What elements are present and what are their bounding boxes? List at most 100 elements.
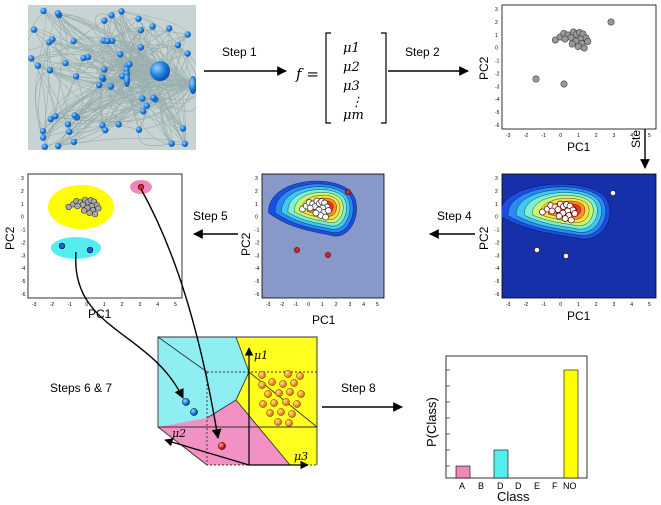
x-tick-label: 3 [613,302,616,308]
y-tick-label: 3 [495,7,498,13]
kde-point [325,207,332,214]
y-tick-label: 2 [495,20,498,26]
cube-point-orange [296,372,304,380]
kde-point [312,209,320,217]
x-tick-label: 5 [174,302,177,308]
y-tick-label: -2 [495,71,500,77]
kde-outlier [294,247,300,253]
svg-text:Steps 6 & 7: Steps 6 & 7 [50,381,112,395]
cluster-point [86,209,93,216]
kde-point [555,212,563,220]
kde-outlier [534,247,540,253]
network-node [70,37,77,45]
y-tick-label: -2 [21,240,26,246]
y-tick-label: -5 [495,110,500,116]
kde-point [571,210,579,217]
y-tick-label: -2 [255,240,260,246]
step-5: Step 5 [193,209,238,239]
kde-outlier [610,190,616,196]
pca-ylabel: PC2 [3,226,17,250]
x-tick-label: 2 [595,302,598,308]
cube-point-orange [258,371,266,379]
cube-point-orange [258,381,266,389]
x-tick-label: -3 [32,302,37,308]
network-node [39,127,47,135]
y-tick-label: -4 [21,266,26,272]
x-tick-label: 2 [335,302,338,308]
network-node [54,10,62,17]
vector-entry-dots: ⋮ [350,95,363,110]
step-8: Step 8 [322,381,403,412]
cube-axis-3: μ3 [294,450,308,463]
cube-axis-1: μ1 [254,349,268,362]
network-node [30,26,38,33]
network-hub [189,76,196,94]
y-tick-label: 3 [495,176,498,182]
network-node [108,12,115,19]
x-tick-label: 3 [613,133,616,139]
network-node [184,31,191,38]
cluster-point-cyan [86,246,94,254]
network-node [137,26,145,34]
class-ylabel: P(Class) [424,397,439,447]
y-tick-label: -3 [495,84,500,90]
kde-outlier [563,253,569,259]
vector-entry-m: μm [343,108,364,123]
pca-outlier [607,18,615,26]
x-tick-label: 4 [362,302,365,308]
pca-outlier [560,80,568,88]
network-hub [150,61,170,81]
y-tick-label: -6 [21,292,26,298]
kde-point [548,207,556,215]
y-tick-label: -4 [495,97,500,103]
y-tick-label: -5 [255,279,260,285]
network-node [168,140,175,147]
y-tick-label: -6 [495,292,500,298]
class-tick-E: E [534,481,540,491]
y-tick-label: 0 [255,215,258,221]
cube-point-orange [274,418,282,426]
network-image [28,5,196,150]
x-tick-label: -1 [542,133,547,139]
svg-text:Step 1: Step 1 [222,45,257,59]
kde-plot-dark: -3 -2 -1 0 1 2 3 4 5 3 2 1 0 -1 -2 -3 -4 -5 -6 PC1 PC2 [477,173,657,323]
x-tick-label: -3 [506,133,511,139]
network-node [139,108,147,115]
network-node [109,37,116,45]
pca-ylabel: PC2 [477,226,491,250]
network-node [115,121,122,128]
network-node [107,83,115,90]
pca-xlabel: PC1 [88,307,112,321]
network-node [99,74,106,81]
network-node [49,36,56,43]
cluster-cyan [51,237,101,259]
network-node [174,41,182,49]
cube-axis-2: μ2 [172,427,186,440]
y-tick-label: -3 [495,253,500,259]
network-node [118,8,125,15]
network-node [101,17,108,24]
network-node [135,126,143,133]
x-tick-label: 4 [630,133,633,139]
y-tick-label: 0 [495,46,498,52]
y-tick-label: 2 [495,189,498,195]
svg-text:Step 5: Step 5 [193,209,228,223]
y-tick-label: -2 [495,240,500,246]
network-node [70,138,78,146]
bar-D [493,449,509,479]
cluster-point [65,203,72,211]
y-tick-label: -6 [495,123,500,129]
bar-A [455,465,471,479]
x-tick-label: -2 [280,302,285,308]
cube-point-orange [285,419,293,427]
kde-point [561,215,569,222]
y-tick-label: 1 [495,202,498,208]
network-node [47,115,54,123]
x-tick-label: 0 [559,302,562,308]
arrow-pink-to-cube [140,188,222,439]
y-tick-label: -1 [495,59,500,65]
network-node [179,125,187,132]
y-tick-label: -1 [495,228,500,234]
y-tick-label: 0 [495,215,498,221]
